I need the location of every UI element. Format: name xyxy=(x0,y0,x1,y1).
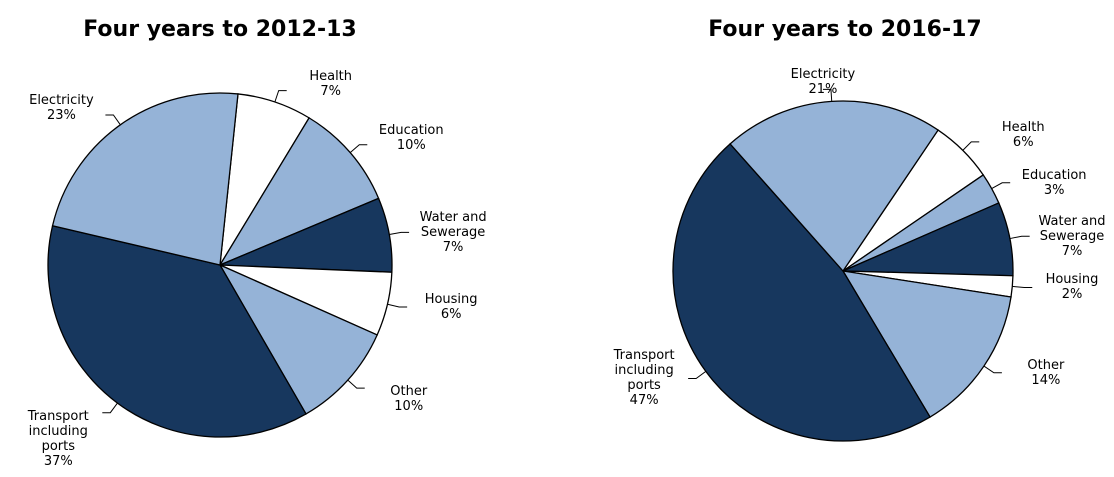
category-label: Electricity xyxy=(29,93,94,109)
leader-line xyxy=(274,90,287,103)
value-label: 2% xyxy=(1061,287,1083,303)
leader-line xyxy=(688,370,707,379)
category-label: Water and Sewerage xyxy=(1038,213,1106,244)
slice-label: Electricity 23% xyxy=(19,93,103,123)
slice-label: Health 7% xyxy=(289,69,373,99)
leader-line xyxy=(983,365,1002,374)
leader-line xyxy=(102,402,118,414)
value-label: 47% xyxy=(629,393,659,409)
slice-label: Transport including ports 37% xyxy=(16,409,100,469)
category-label: Other xyxy=(1027,357,1065,373)
value-label: 6% xyxy=(1012,134,1034,150)
value-label: 14% xyxy=(1031,372,1061,388)
value-label: 23% xyxy=(46,108,76,124)
value-label: 7% xyxy=(1061,243,1083,259)
pie-slice xyxy=(51,92,239,266)
value-label: 3% xyxy=(1043,182,1065,198)
category-label: Health xyxy=(309,68,353,84)
category-label: Electricity xyxy=(790,67,856,83)
value-label: 7% xyxy=(442,239,464,255)
pie-slice xyxy=(729,100,939,273)
category-label: Transport including ports xyxy=(27,408,89,454)
value-label: 37% xyxy=(43,453,73,469)
leader-line xyxy=(991,182,1011,190)
category-label: Housing xyxy=(1045,272,1099,288)
category-label: Health xyxy=(1001,119,1045,135)
pie-slice xyxy=(672,142,931,442)
value-label: 6% xyxy=(440,307,462,323)
leader-line xyxy=(387,303,408,308)
category-label: Other xyxy=(390,384,428,400)
leader-line xyxy=(105,114,121,126)
leader-line xyxy=(1012,285,1033,288)
slice-label: Water and Sewerage 7% xyxy=(1030,214,1114,259)
slice-label: Education 3% xyxy=(1012,168,1096,198)
category-label: Housing xyxy=(424,292,478,308)
pie-slice xyxy=(218,263,378,415)
leader-line xyxy=(962,141,980,151)
slice-label: Water and Sewerage 7% xyxy=(411,210,495,255)
slice-label: Health 6% xyxy=(981,120,1065,150)
slice-label: Housing 6% xyxy=(409,292,493,322)
category-label: Education xyxy=(378,122,444,138)
leader-line xyxy=(349,144,368,153)
slice-label: Other 10% xyxy=(367,384,451,414)
value-label: 10% xyxy=(394,399,424,415)
category-label: Transport including ports xyxy=(613,348,675,394)
value-label: 21% xyxy=(808,82,838,98)
chart-title: Four years to 2012-13 xyxy=(83,17,356,42)
category-label: Water and Sewerage xyxy=(419,209,487,240)
slice-label: Housing 2% xyxy=(1030,272,1114,302)
pie-slice xyxy=(47,224,307,438)
slice-label: Transport including ports 47% xyxy=(602,348,686,408)
chart-title: Four years to 2016-17 xyxy=(708,17,981,42)
value-label: 7% xyxy=(320,83,341,99)
leader-line xyxy=(389,231,410,236)
category-label: Education xyxy=(1021,167,1087,183)
leader-line xyxy=(822,88,833,102)
slice-label: Other 14% xyxy=(1004,358,1088,388)
leader-line xyxy=(1009,235,1030,240)
slice-label: Education 10% xyxy=(369,123,453,153)
value-label: 10% xyxy=(396,137,426,153)
leader-line xyxy=(347,379,365,389)
slice-label: Electricity 21% xyxy=(781,67,865,97)
